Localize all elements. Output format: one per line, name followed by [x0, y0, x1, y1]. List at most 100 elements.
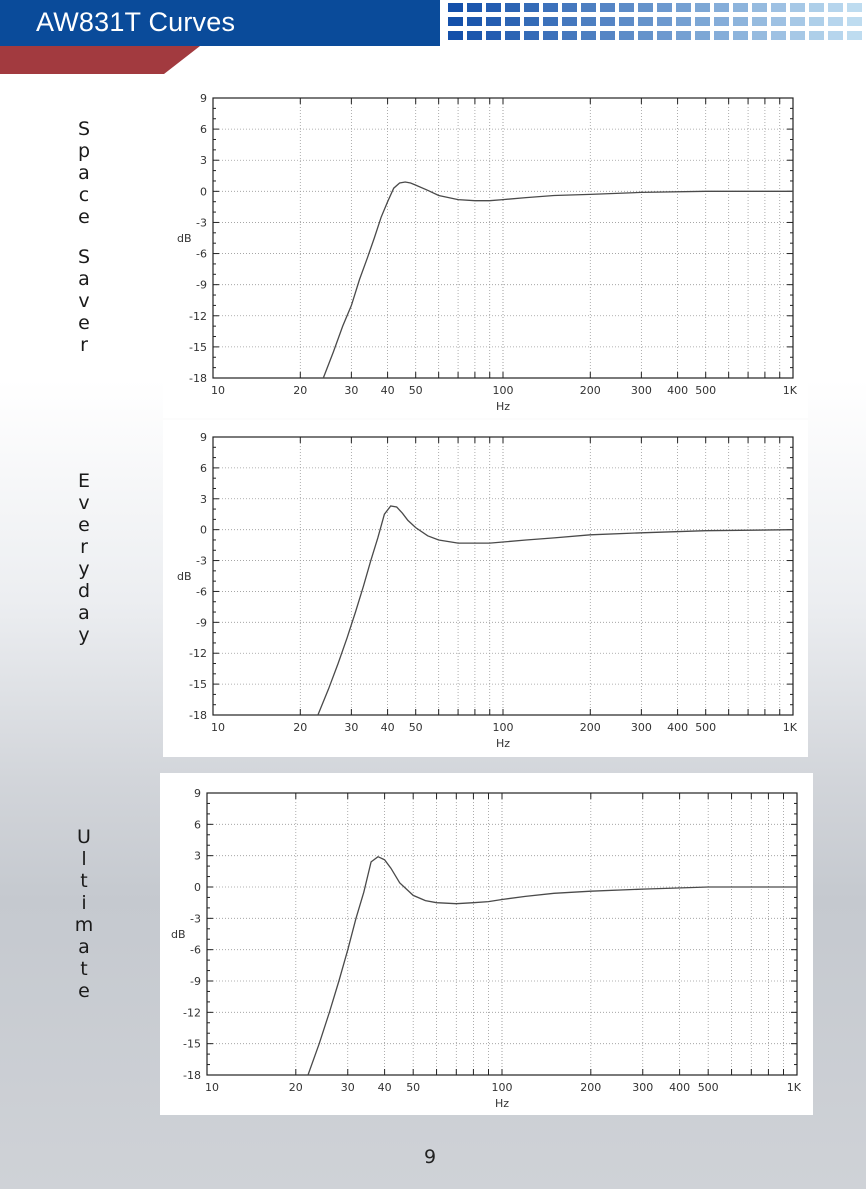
x-tick-label: 400 — [669, 1081, 690, 1094]
header-tile — [543, 17, 558, 26]
header-tile — [657, 17, 672, 26]
x-tick-label: 30 — [341, 1081, 355, 1094]
header-tile — [847, 3, 862, 12]
x-tick-label: 500 — [698, 1081, 719, 1094]
header-tile — [619, 3, 634, 12]
header-tile — [657, 3, 672, 12]
header-tile — [790, 17, 805, 26]
header-tile — [467, 17, 482, 26]
side-label-letter: a — [78, 602, 90, 624]
header-tile — [771, 17, 786, 26]
header-tile — [467, 31, 482, 40]
y-tick-label: -9 — [190, 975, 201, 988]
x-tick-label: 30 — [344, 721, 358, 734]
frequency-response-chart-space-saver: 9 6 3 0 -3 -6 -9 -12 -15 -18 10 20 30 40 50 100 200 300 40… — [163, 75, 808, 418]
header-tile-pattern — [448, 3, 862, 40]
y-tick-label: -6 — [190, 944, 201, 957]
plot-frame — [212, 97, 794, 379]
header-tile — [676, 3, 691, 12]
x-axis-label: Hz — [496, 737, 510, 750]
x-tick-label: 100 — [493, 721, 514, 734]
header-tile — [847, 17, 862, 26]
header-tile — [543, 3, 558, 12]
x-tick-label: 200 — [580, 721, 601, 734]
x-tick-label: 10 — [211, 721, 225, 734]
x-tick-label: 20 — [289, 1081, 303, 1094]
frequency-response-chart-ultimate: 9 6 3 0 -3 -6 -9 -12 -15 -18 10 20 30 40 50 100 200 300 40… — [160, 773, 813, 1115]
y-tick-label: -15 — [183, 1038, 201, 1051]
x-tick-label: 300 — [631, 721, 652, 734]
x-tick-label: 400 — [667, 384, 688, 397]
y-tick-label: -18 — [189, 372, 207, 385]
response-curve — [307, 855, 797, 1076]
side-label-letter: r — [80, 536, 88, 558]
side-label-letter: v — [78, 492, 90, 514]
header-tile — [676, 17, 691, 26]
header-tile — [809, 17, 824, 26]
side-label-gap — [64, 228, 104, 246]
header-tile — [695, 3, 710, 12]
header-tile — [600, 31, 615, 40]
header-tile — [771, 3, 786, 12]
y-tick-label: -3 — [196, 555, 207, 568]
header-tile — [581, 17, 596, 26]
response-curve — [322, 181, 793, 379]
y-tick-label: -9 — [196, 616, 207, 629]
header-tile — [448, 3, 463, 12]
header-tile — [467, 3, 482, 12]
y-tick-label: -12 — [189, 647, 207, 660]
side-label-letter: a — [78, 936, 90, 958]
x-tick-label: 1K — [783, 721, 798, 734]
y-tick-label: 6 — [200, 462, 207, 475]
x-tick-label: 100 — [493, 384, 514, 397]
y-tick-label: 6 — [194, 818, 201, 831]
x-tick-label: 20 — [293, 384, 307, 397]
side-label-letter: E — [77, 470, 90, 492]
header-tile — [619, 31, 634, 40]
header-tile — [771, 31, 786, 40]
header-tile — [543, 31, 558, 40]
x-axis-label: Hz — [495, 1097, 509, 1110]
side-label-letter: m — [74, 914, 94, 936]
page-title: AW831T Curves — [36, 7, 236, 37]
x-tick-label: 200 — [580, 1081, 601, 1094]
y-axis-label: dB — [177, 232, 192, 245]
side-label-letter: p — [77, 140, 91, 162]
x-tick-label: 1K — [787, 1081, 802, 1094]
y-tick-label: -18 — [183, 1069, 201, 1082]
frequency-response-chart-everyday: 9 6 3 0 -3 -6 -9 -12 -15 -18 10 20 30 40 50 100 200 300 40… — [163, 420, 808, 757]
side-label-letter: e — [78, 206, 90, 228]
x-tick-label: 50 — [406, 1081, 420, 1094]
header-tile — [581, 31, 596, 40]
x-tick-label: 30 — [344, 384, 358, 397]
header-tile — [486, 31, 501, 40]
header-tile — [714, 31, 729, 40]
x-axis-label: Hz — [496, 400, 510, 413]
y-axis-label: dB — [177, 570, 192, 583]
y-tick-label: 9 — [194, 787, 201, 800]
header-tile — [733, 31, 748, 40]
header-tile — [638, 31, 653, 40]
plot-frame — [206, 792, 798, 1076]
header-tile — [809, 3, 824, 12]
y-tick-label: 9 — [200, 92, 207, 105]
y-tick-label: 6 — [200, 123, 207, 136]
y-tick-label: 3 — [194, 850, 201, 863]
header-tile — [676, 31, 691, 40]
plot-frame — [212, 436, 794, 716]
y-tick-label: -12 — [183, 1006, 201, 1019]
header-tile — [524, 31, 539, 40]
x-tick-label: 20 — [293, 721, 307, 734]
side-label-letter: d — [77, 580, 91, 602]
header-tile — [695, 17, 710, 26]
y-tick-label: -18 — [189, 709, 207, 722]
side-label-letter: y — [78, 558, 90, 580]
header-tile — [790, 3, 805, 12]
header-accent-stripe — [0, 46, 200, 74]
header-tile — [486, 17, 501, 26]
header-tile — [657, 31, 672, 40]
y-tick-label: -6 — [196, 248, 207, 261]
side-label-letter: r — [80, 334, 88, 356]
